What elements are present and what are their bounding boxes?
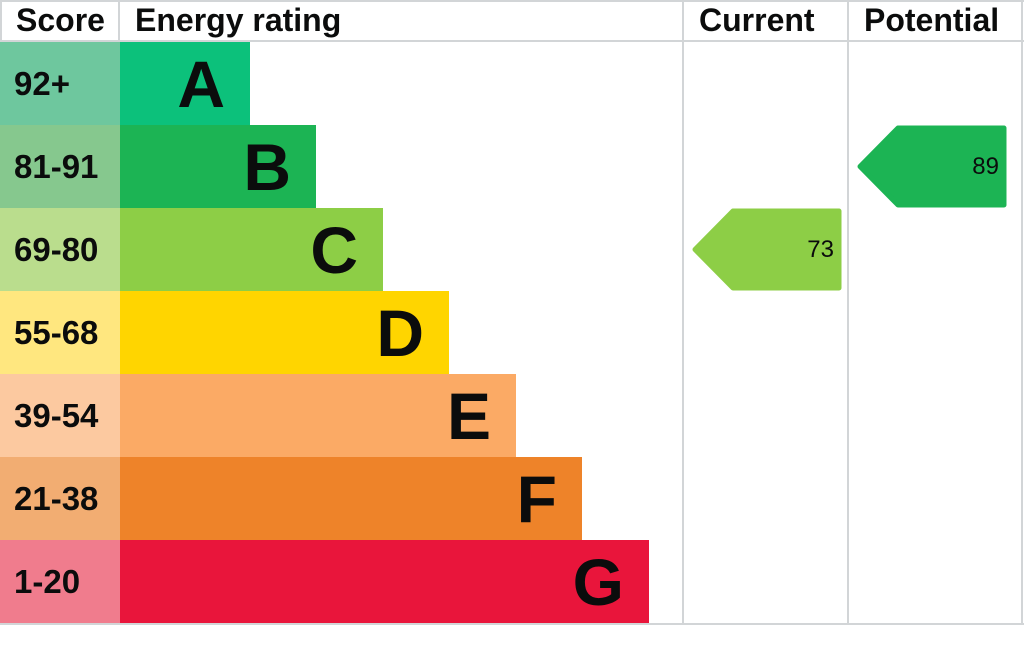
band-bar-f: F (120, 457, 582, 540)
band-bar-d: D (120, 291, 449, 374)
current-column-divider (682, 0, 684, 625)
table-top-border (0, 0, 1024, 2)
table-right-border (1021, 0, 1023, 625)
potential-rating-value: 89 (972, 152, 999, 180)
energy-rating-column-header: Energy rating (135, 1, 342, 38)
band-letter-f: F (516, 461, 557, 536)
current-rating-value: 73 (807, 235, 834, 263)
band-letter-e: E (446, 378, 491, 453)
band-letter-d: D (376, 295, 424, 370)
band-bar-c: C (120, 208, 383, 291)
potential-rating-arrow: 89 (856, 125, 1008, 208)
score-range-g: 1-20 (0, 540, 120, 623)
score-range-b: 81-91 (0, 125, 120, 208)
band-row-d: 55-68 D (0, 291, 683, 374)
table-bottom-border (0, 623, 1024, 625)
left-arrow-shape (857, 125, 1007, 208)
left-arrow-shape (692, 208, 842, 291)
potential-column-divider (847, 0, 849, 625)
band-letter-b: B (243, 129, 291, 204)
score-range-f: 21-38 (0, 457, 120, 540)
band-row-a: 92+ A (0, 42, 683, 125)
rating-bands: 92+ A 81-91 B 69-80 C 55-68 D 39-54 E 21… (0, 42, 683, 623)
current-column-header: Current (699, 1, 815, 38)
score-range-a: 92+ (0, 42, 120, 125)
score-column-divider (118, 0, 120, 42)
band-bar-b: B (120, 125, 316, 208)
header-bottom-border (0, 40, 1024, 42)
band-letter-a: A (177, 46, 225, 121)
band-row-f: 21-38 F (0, 457, 683, 540)
potential-column-header: Potential (864, 1, 1000, 38)
band-letter-c: C (310, 212, 358, 287)
score-column-header: Score (16, 1, 105, 38)
score-range-c: 69-80 (0, 208, 120, 291)
band-bar-a: A (120, 42, 250, 125)
band-letter-g: G (572, 544, 624, 619)
band-row-e: 39-54 E (0, 374, 683, 457)
score-range-e: 39-54 (0, 374, 120, 457)
band-row-b: 81-91 B (0, 125, 683, 208)
band-row-c: 69-80 C (0, 208, 683, 291)
header-left-border (0, 0, 2, 42)
band-bar-g: G (120, 540, 649, 623)
current-rating-arrow: 73 (691, 208, 843, 291)
band-bar-e: E (120, 374, 516, 457)
score-range-d: 55-68 (0, 291, 120, 374)
band-row-g: 1-20 G (0, 540, 683, 623)
